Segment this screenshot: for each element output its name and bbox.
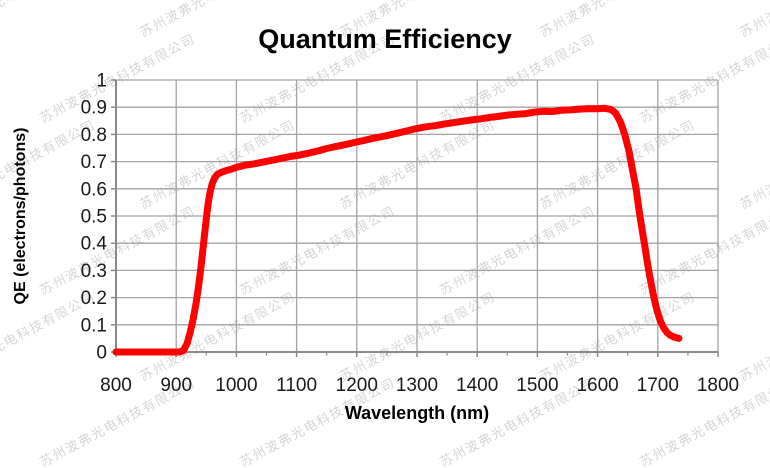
x-tick-label: 1500 (516, 375, 558, 396)
x-tick-label: 1400 (456, 375, 498, 396)
x-axis-title: Wavelength (nm) (344, 403, 490, 423)
x-tick-label: 1700 (637, 375, 679, 396)
x-tick-label: 900 (160, 375, 192, 396)
y-tick-label: 0 (96, 343, 107, 364)
x-tick-label: 1300 (396, 375, 438, 396)
x-tick-label: 800 (100, 375, 132, 396)
y-axis-title: QE (electrons/photons) (12, 127, 29, 305)
y-tick-label: 0.9 (81, 98, 107, 119)
y-tick-label: 0.4 (81, 234, 108, 255)
y-tick-label: 0.5 (81, 207, 107, 228)
x-tick-label: 1000 (215, 375, 257, 396)
x-tick-label: 1800 (697, 375, 739, 396)
chart-title: Quantum Efficiency (258, 24, 512, 54)
y-tick-label: 0.1 (81, 315, 107, 336)
y-tick-label: 0.6 (81, 179, 107, 200)
y-tick-label: 0.3 (81, 261, 107, 282)
x-tick-label: 1100 (276, 375, 317, 396)
y-tick-label: 0.8 (81, 125, 107, 146)
y-tick-label: 0.7 (81, 152, 107, 173)
x-tick-label: 1600 (576, 375, 618, 396)
y-tick-label: 1 (96, 71, 107, 92)
x-tick-label: 1200 (336, 375, 378, 396)
y-tick-label: 0.2 (81, 288, 107, 309)
qe-curve (112, 104, 683, 356)
